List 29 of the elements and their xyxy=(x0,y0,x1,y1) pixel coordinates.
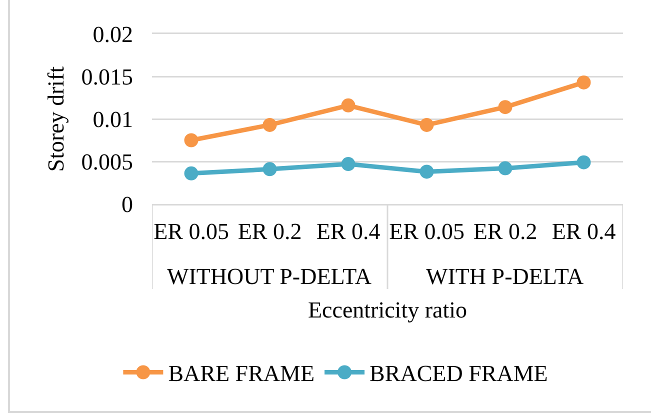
point xyxy=(262,118,277,132)
point xyxy=(420,164,434,179)
point xyxy=(420,118,434,132)
point xyxy=(184,133,198,148)
x-tick-label: ER 0.05 xyxy=(154,219,229,244)
y-tick-label: 0.005 xyxy=(81,150,133,175)
y-tick-label: 0.015 xyxy=(81,64,133,90)
x-tick-label: ER 0.4 xyxy=(552,219,616,244)
point xyxy=(341,157,356,172)
y-tick-label: 0.02 xyxy=(92,22,133,48)
text: WITH P-DELTA xyxy=(426,264,584,289)
point xyxy=(498,161,512,176)
point xyxy=(498,100,512,114)
x-tick-label: ER 0.2 xyxy=(473,219,538,244)
legend-label: BRACED FRAME xyxy=(370,361,548,386)
x-tick-label: ER 0.05 xyxy=(389,219,464,244)
point xyxy=(262,162,277,176)
x-tick-label: ER 0.2 xyxy=(238,219,302,244)
x-axis-title: Eccentricity ratio xyxy=(308,297,468,322)
y-axis-title: Storey drift xyxy=(44,66,69,172)
legend-label: BARE FRAME xyxy=(168,361,315,386)
point xyxy=(341,98,356,112)
y-tick-label: 0 xyxy=(122,192,133,218)
text: WITHOUT P-DELTA xyxy=(167,264,372,289)
point xyxy=(184,166,198,180)
point xyxy=(576,155,591,170)
y-tick-label: 0.01 xyxy=(92,107,133,132)
point xyxy=(576,75,591,90)
x-tick-label: ER 0.4 xyxy=(316,219,381,244)
